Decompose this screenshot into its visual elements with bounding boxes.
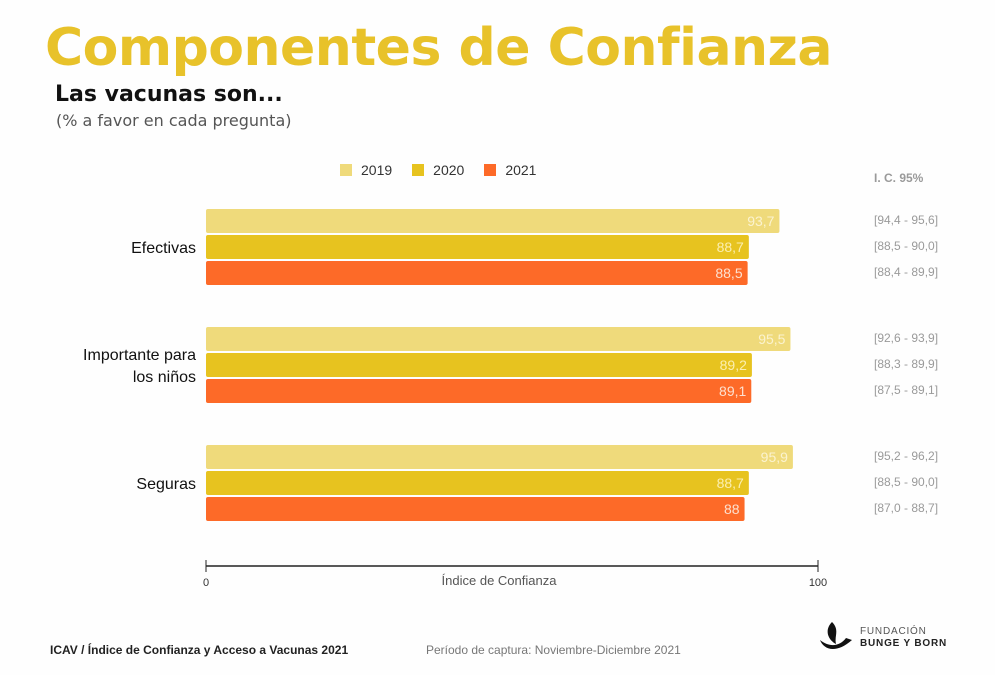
bar-2020 [206,471,749,495]
ci-value: [88,5 - 90,0] [874,239,939,253]
chart-subtitle: Las vacunas son... [55,82,283,107]
data-label-2019: 93,7 [747,213,774,229]
ci-value: [88,4 - 89,9] [874,265,939,279]
data-label-2020: 89,2 [720,357,747,373]
data-label-2020: 88,7 [717,239,744,255]
data-label-2020: 88,7 [717,475,744,491]
data-label-2019: 95,9 [761,449,788,465]
data-label-2021: 89,1 [719,383,746,399]
legend-label-2021: 2021 [505,162,537,178]
ci-value: [87,0 - 88,7] [874,501,939,515]
data-label-2019: 95,5 [758,331,785,347]
category-label: Importante para [83,347,196,364]
page-title: Componentes de Confianza [45,18,832,78]
bar-2019 [206,209,780,233]
bar-2021 [206,497,745,521]
bar-2019 [206,327,791,351]
bar-2021 [206,261,748,285]
logo: FUNDACIÓN BUNGE Y BORN [818,620,947,656]
logo-line2: BUNGE Y BORN [860,638,948,649]
x-tick-label: 100 [809,577,827,589]
logo-leaf-icon [820,622,852,650]
category-label: Efectivas [131,240,196,257]
ci-value: [95,2 - 96,2] [874,449,939,463]
footer-source: ICAV / Índice de Confianza y Acceso a Va… [50,643,349,657]
ci-value: [88,3 - 89,9] [874,357,939,371]
x-axis-label: Índice de Confianza [442,573,558,588]
bar-2021 [206,379,752,403]
bar-2019 [206,445,793,469]
ci-value: [94,4 - 95,6] [874,213,939,227]
category-label: los niños [133,369,196,386]
legend-swatch-2020 [412,164,425,176]
logo-line1: FUNDACIÓN [860,626,927,637]
data-label-2021: 88 [724,501,740,517]
data-label-2021: 88,5 [715,265,742,281]
legend: 2019 2020 2021 [340,162,536,178]
x-tick-label: 0 [203,577,209,589]
ci-value: [87,5 - 89,1] [874,383,939,397]
legend-swatch-2019 [340,164,352,176]
ci-header: I. C. 95% [874,171,924,185]
legend-swatch-2021 [484,164,497,176]
footer-period: Período de captura: Noviembre-Diciembre … [426,643,681,657]
category-label: Seguras [136,476,196,493]
legend-label-2019: 2019 [361,162,393,178]
chart-note: (% a favor en cada pregunta) [56,111,292,130]
legend-item-2019: 2019 [340,162,392,178]
legend-label-2020: 2020 [433,162,465,178]
legend-item-2020: 2020 [412,162,464,178]
ci-value: [92,6 - 93,9] [874,331,939,345]
ci-value: [88,5 - 90,0] [874,475,939,489]
bar-2020 [206,235,749,259]
bar-2020 [206,353,752,377]
legend-item-2021: 2021 [484,162,536,178]
